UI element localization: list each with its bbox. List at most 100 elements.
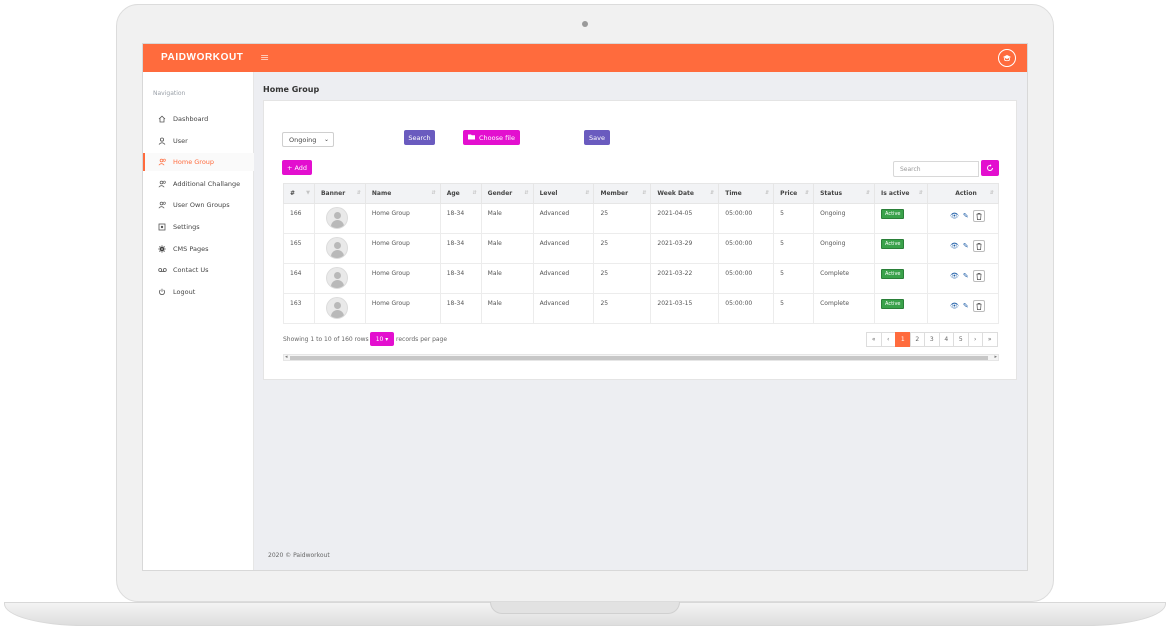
cell-price: 5	[773, 293, 815, 324]
active-status-badge[interactable]: Active	[881, 239, 905, 249]
scrollbar-thumb[interactable]	[290, 356, 988, 360]
sidebar-item-user[interactable]: User	[143, 132, 254, 150]
view-eye-icon[interactable]: 👁	[949, 272, 959, 280]
sidebar-item-label: User Own Groups	[173, 201, 230, 209]
column-header-member[interactable]: Member ⇵	[593, 183, 652, 204]
rows-per-page-select[interactable]: 10 ▾	[370, 332, 394, 346]
page-2-button[interactable]: 2	[909, 332, 925, 347]
choose-file-button[interactable]: Choose file	[463, 130, 520, 145]
active-status-badge[interactable]: Active	[881, 269, 905, 279]
page-4-button[interactable]: 4	[938, 332, 954, 347]
cell-is-active: Active	[874, 293, 928, 324]
cell-week-date: 2021-04-05	[650, 203, 720, 234]
sort-icon: ⇵	[989, 190, 994, 196]
sidebar-heading: Navigation	[153, 90, 186, 97]
view-eye-icon[interactable]: 👁	[949, 302, 959, 310]
cell-banner	[313, 263, 366, 294]
first-page-button[interactable]: «	[866, 332, 882, 347]
sidebar-item-user-own-groups[interactable]: User Own Groups	[143, 196, 254, 214]
cell-actions: 👁 ✎	[926, 203, 1000, 234]
edit-pencil-icon[interactable]: ✎	[962, 302, 969, 310]
column-header-name[interactable]: Name ⇵	[364, 183, 441, 204]
avatar-body	[330, 280, 344, 288]
column-header-gender[interactable]: Gender ⇵	[480, 183, 534, 204]
banner-avatar[interactable]	[325, 207, 348, 229]
delete-trash-icon[interactable]	[972, 240, 985, 252]
sidebar-item-label: Home Group	[173, 158, 215, 166]
column-header-label: Level	[539, 190, 558, 197]
edit-pencil-icon[interactable]: ✎	[962, 242, 969, 250]
sidebar-item-logout[interactable]: Logout	[143, 283, 254, 301]
hamburger-menu-icon[interactable]: ≡	[260, 51, 270, 64]
save-button[interactable]: Save	[584, 130, 610, 145]
horizontal-scrollbar[interactable]: ◂ ▸	[283, 354, 999, 361]
scroll-right-icon[interactable]: ▸	[994, 354, 997, 360]
records-per-page-label: records per page	[396, 336, 448, 343]
edit-pencil-icon[interactable]: ✎	[962, 212, 969, 220]
sidebar-item-contact-us[interactable]: Contact Us	[143, 261, 254, 279]
sort-icon: ⇵	[764, 190, 770, 196]
profile-avatar-icon[interactable]	[998, 49, 1016, 67]
table-row: 165 Home Group 18-34 Male Advanced 25 2021-03-…	[283, 233, 1000, 264]
pagination: «‹ 1 2 3 4 5 ›»	[866, 332, 998, 347]
page-1-button[interactable]: 1	[895, 332, 911, 347]
scroll-left-icon[interactable]: ◂	[285, 354, 288, 360]
view-eye-icon[interactable]: 👁	[949, 242, 959, 250]
column-header-time[interactable]: Time ⇵	[718, 183, 775, 204]
page-5-button[interactable]: 5	[953, 332, 969, 347]
sort-icon: ⇵	[524, 190, 529, 196]
active-status-badge[interactable]: Active	[881, 299, 905, 309]
active-status-badge[interactable]: Active	[881, 209, 905, 219]
sidebar-item-home-group[interactable]: Home Group	[143, 153, 254, 171]
next-page-button[interactable]: ›	[967, 332, 983, 347]
status-filter-select[interactable]: Ongoing ⌄	[282, 132, 334, 147]
column-header-id[interactable]: # ▼	[283, 183, 315, 204]
banner-avatar[interactable]	[325, 297, 348, 319]
search-button[interactable]: Search	[404, 130, 435, 145]
column-header-status[interactable]: Status ⇵	[813, 183, 876, 204]
column-header-age[interactable]: Age ⇵	[439, 183, 482, 204]
delete-trash-icon[interactable]	[972, 270, 985, 282]
app-screen: PAIDWORKOUT ≡ Navigation Dashboard User Ho…	[142, 43, 1028, 571]
add-button[interactable]: + Add	[282, 160, 312, 175]
column-header-level[interactable]: Level ⇵	[532, 183, 595, 204]
column-header-banner[interactable]: Banner ⇵	[313, 183, 366, 204]
table-header-row: # ▼ Banner ⇵ Name ⇵ Age ⇵ Gender ⇵ Level ⇵ Member ⇵ We…	[283, 183, 1000, 204]
column-header-action[interactable]: Action ⇵	[926, 183, 1000, 204]
cell-week-date: 2021-03-15	[650, 293, 720, 324]
content-card: Ongoing ⌄ Search Choose file Save + Add …	[263, 100, 1017, 380]
sidebar-item-label: Contact Us	[173, 266, 209, 274]
table-row: 166 Home Group 18-34 Male Advanced 25 2021-04-…	[283, 203, 1000, 234]
column-header-week-date[interactable]: Week Date ⇵	[650, 183, 720, 204]
column-header-price[interactable]: Price ⇵	[773, 183, 815, 204]
banner-avatar[interactable]	[325, 267, 348, 289]
sidebar-item-cms-pages[interactable]: CMS Pages	[143, 240, 254, 258]
chevron-down-icon: ⌄	[323, 136, 329, 143]
view-eye-icon[interactable]: 👁	[949, 212, 959, 220]
sidebar-item-label: User	[173, 137, 188, 145]
cell-name: Home Group	[364, 263, 441, 294]
sidebar-item-dashboard[interactable]: Dashboard	[143, 110, 254, 128]
rows-info: Showing 1 to 10 of 160 rows	[283, 336, 369, 343]
sort-icon: ⇵	[642, 190, 647, 196]
sidebar-item-settings[interactable]: Settings	[143, 218, 254, 236]
cell-member: 25	[593, 263, 652, 294]
sort-icon: ⇵	[431, 190, 436, 196]
brand-logo[interactable]: PAIDWORKOUT	[161, 52, 244, 63]
cell-id: 163	[283, 293, 315, 324]
delete-trash-icon[interactable]	[972, 300, 985, 312]
column-header-is-active[interactable]: Is active ⇵	[874, 183, 928, 204]
page-3-button[interactable]: 3	[924, 332, 940, 347]
row-actions: 👁 ✎	[934, 210, 998, 222]
table-search-input[interactable]: Search	[893, 161, 979, 177]
sidebar-item-label: Settings	[173, 223, 200, 231]
delete-trash-icon[interactable]	[972, 210, 985, 222]
sidebar-item-additional-challange[interactable]: Additional Challange	[143, 175, 254, 193]
refresh-button[interactable]	[981, 160, 999, 176]
table-row: 163 Home Group 18-34 Male Advanced 25 2021-03-…	[283, 293, 1000, 324]
banner-avatar[interactable]	[325, 237, 348, 259]
prev-page-button[interactable]: ‹	[880, 332, 896, 347]
cell-gender: Male	[480, 233, 534, 264]
last-page-button[interactable]: »	[982, 332, 998, 347]
edit-pencil-icon[interactable]: ✎	[962, 272, 969, 280]
